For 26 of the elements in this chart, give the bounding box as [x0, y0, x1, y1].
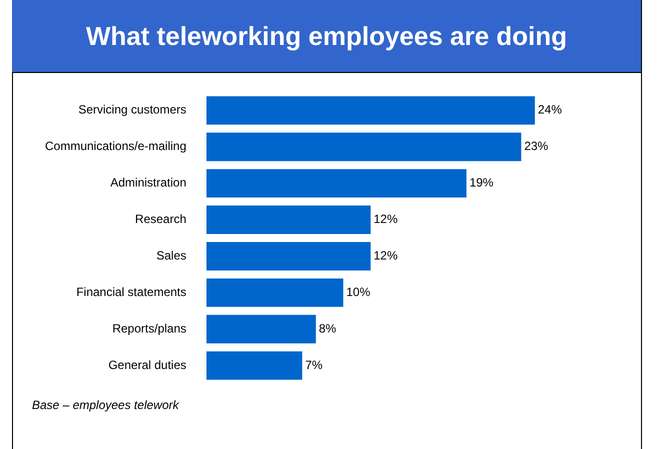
bar [206, 278, 344, 307]
data-label: 23% [524, 139, 549, 154]
data-label: 10% [346, 284, 371, 299]
data-label: 7% [305, 358, 323, 372]
y-tick-label: Reports/plans [112, 321, 186, 336]
chart-title: What teleworking employees are doing [12, 0, 641, 73]
data-label: 19% [469, 176, 494, 190]
bar [206, 132, 522, 162]
data-label: 8% [318, 321, 337, 336]
bar [206, 206, 371, 234]
data-label: 12% [374, 212, 398, 226]
y-tick-label: Servicing customers [78, 102, 186, 117]
bar [206, 96, 535, 125]
bar [206, 242, 371, 270]
bar [206, 314, 316, 344]
bar [206, 351, 302, 380]
y-tick-label: Research [135, 212, 186, 226]
y-tick-label: General duties [108, 358, 186, 372]
y-tick-label: Communications/e-mailing [44, 139, 186, 154]
y-tick-label: Administration [110, 176, 186, 190]
y-tick-label: Sales [156, 248, 186, 263]
bar [206, 169, 466, 198]
text: Base – employees telework [32, 398, 179, 412]
y-tick-label: Financial statements [76, 284, 186, 299]
data-label: 24% [538, 102, 562, 117]
data-label: 12% [374, 248, 398, 263]
